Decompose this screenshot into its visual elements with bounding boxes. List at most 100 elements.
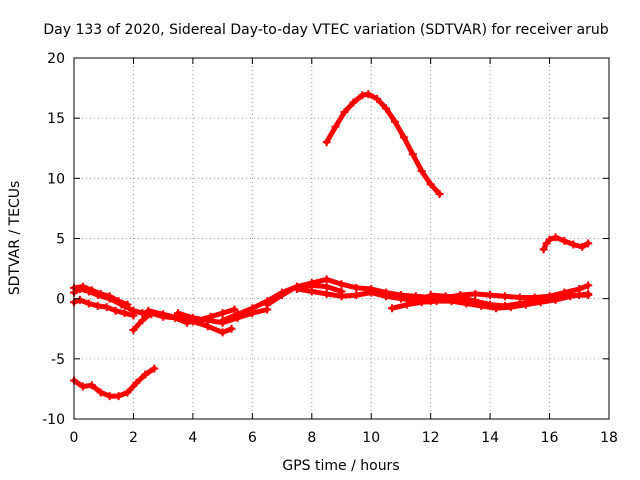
data-point xyxy=(331,122,340,131)
series-arc-11 xyxy=(322,90,444,198)
data-point xyxy=(132,378,141,387)
data-point xyxy=(382,292,391,301)
data-point xyxy=(435,189,444,198)
x-tick-label: 14 xyxy=(481,430,499,446)
data-point xyxy=(396,294,405,303)
data-point xyxy=(218,309,227,318)
y-tick-label: -10 xyxy=(42,412,65,428)
data-point xyxy=(105,292,114,301)
x-tick-label: 10 xyxy=(362,430,380,446)
data-point xyxy=(515,299,524,308)
data-point xyxy=(471,289,480,298)
data-point xyxy=(337,292,346,301)
data-point xyxy=(248,304,257,313)
data-point xyxy=(93,301,102,310)
data-point xyxy=(441,292,450,301)
data-point xyxy=(560,236,569,245)
data-point xyxy=(367,288,376,297)
data-point xyxy=(337,280,346,289)
series-arc-8 xyxy=(218,281,346,325)
data-point xyxy=(578,242,587,251)
data-point xyxy=(426,291,435,300)
data-point xyxy=(382,104,391,113)
data-point xyxy=(123,388,132,397)
y-tick-label: 0 xyxy=(56,292,65,308)
data-point xyxy=(292,285,301,294)
data-point xyxy=(120,309,129,318)
data-point xyxy=(96,388,105,397)
data-point xyxy=(456,293,465,302)
y-axis-label: SDTVAR / TECUs xyxy=(7,181,23,296)
data-point xyxy=(141,370,150,379)
data-point xyxy=(539,245,548,254)
data-point xyxy=(500,301,509,310)
data-point xyxy=(569,240,578,249)
x-tick-label: 18 xyxy=(600,430,618,446)
data-point xyxy=(307,279,316,288)
grid-lines xyxy=(74,58,609,419)
data-point xyxy=(322,282,331,291)
y-tick-label: 5 xyxy=(56,232,65,248)
data-point xyxy=(432,297,441,306)
x-tick-label: 4 xyxy=(188,430,197,446)
series-arc-12 xyxy=(388,289,593,313)
y-tick-label: 10 xyxy=(47,171,65,187)
data-point xyxy=(227,324,236,333)
data-point xyxy=(349,98,358,107)
series-arc-4 xyxy=(70,364,159,401)
data-point xyxy=(417,298,426,307)
data-point xyxy=(78,382,87,391)
data-point xyxy=(123,300,132,309)
data-point xyxy=(322,138,331,147)
data-point xyxy=(174,309,183,318)
data-point xyxy=(84,299,93,308)
data-point xyxy=(111,306,120,315)
data-point xyxy=(188,313,197,322)
data-point xyxy=(87,381,96,390)
data-point xyxy=(426,180,435,189)
data-point xyxy=(203,316,212,325)
data-point xyxy=(358,91,367,100)
x-tick-label: 16 xyxy=(541,430,559,446)
data-point xyxy=(545,293,554,302)
series-arc-13 xyxy=(426,291,593,310)
data-point xyxy=(150,364,159,373)
data-point xyxy=(144,306,153,315)
data-point xyxy=(278,291,287,300)
data-point xyxy=(471,297,480,306)
chart-title: Day 133 of 2020, Sidereal Day-to-day VTE… xyxy=(43,22,608,38)
x-tick-label: 0 xyxy=(70,430,79,446)
data-point xyxy=(114,392,123,401)
x-axis-label: GPS time / hours xyxy=(282,458,399,474)
y-tick-label: -5 xyxy=(51,352,65,368)
data-point xyxy=(138,309,147,318)
data-point xyxy=(307,287,316,296)
data-point xyxy=(230,305,239,314)
data-point xyxy=(75,295,84,304)
axis-ticks: 0 2 4 6 8 10 12 14 16 18 -10 -5 0 5 10 15 20 xyxy=(42,51,618,446)
data-point xyxy=(373,94,382,103)
series-line xyxy=(71,366,157,399)
data-point xyxy=(575,291,584,300)
data-point xyxy=(352,291,361,300)
data-point xyxy=(322,275,331,284)
data-point xyxy=(105,392,114,401)
data-point xyxy=(551,233,560,242)
x-tick-label: 12 xyxy=(422,430,440,446)
series-line xyxy=(324,91,443,197)
y-tick-label: 20 xyxy=(47,51,65,67)
data-point xyxy=(545,235,554,244)
data-point xyxy=(364,90,373,99)
data-point xyxy=(114,297,123,306)
data-point xyxy=(159,310,168,319)
data-point xyxy=(78,282,87,291)
x-tick-label: 6 xyxy=(248,430,257,446)
data-point xyxy=(340,108,349,117)
data-point xyxy=(218,316,227,325)
data-point xyxy=(263,300,272,309)
x-tick-label: 2 xyxy=(129,430,138,446)
x-tick-label: 8 xyxy=(307,430,316,446)
data-point xyxy=(129,311,138,320)
data-point xyxy=(530,297,539,306)
